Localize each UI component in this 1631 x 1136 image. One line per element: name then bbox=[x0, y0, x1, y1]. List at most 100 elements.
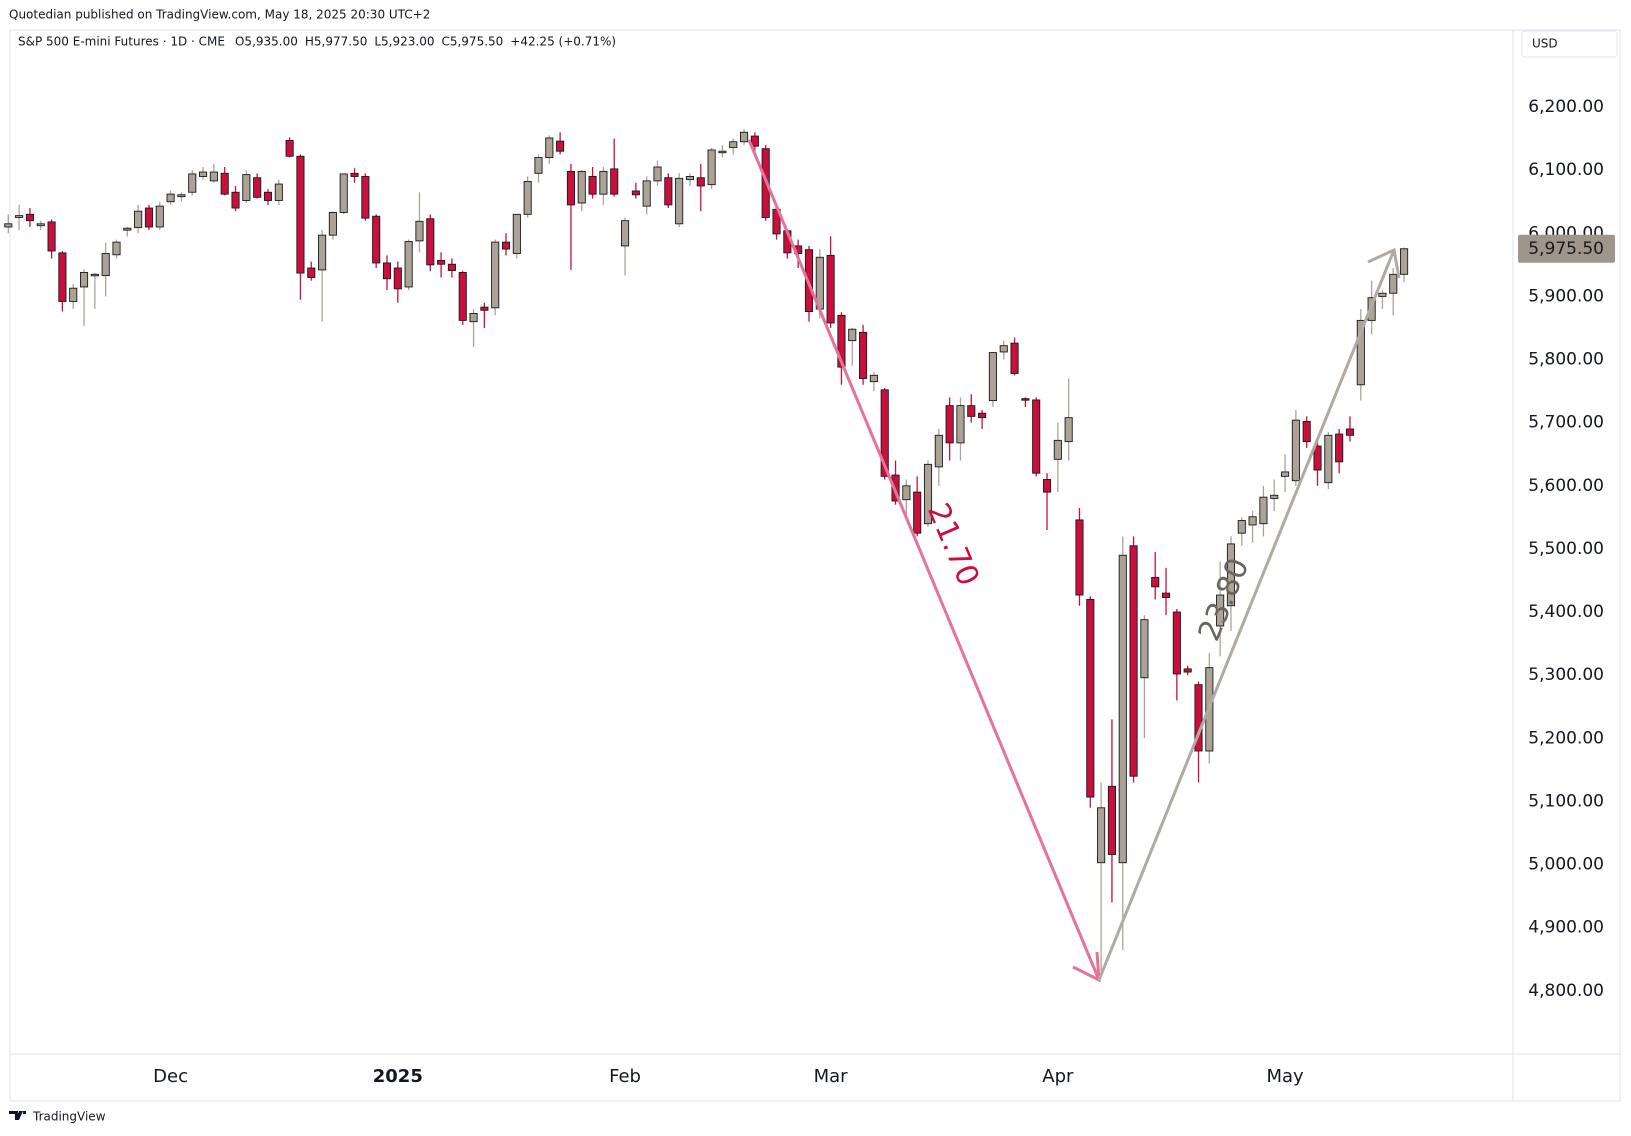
y-tick-label: 5,300.00 bbox=[1528, 665, 1604, 685]
candle-body bbox=[1324, 434, 1333, 484]
candle-body bbox=[1302, 420, 1311, 443]
ohlc-value: C5,975.50 bbox=[441, 35, 503, 49]
candle-body bbox=[902, 485, 911, 501]
candle-body bbox=[620, 220, 630, 247]
candle-body bbox=[209, 171, 218, 182]
candle-body bbox=[274, 183, 283, 201]
candle-body bbox=[1021, 398, 1030, 401]
candle-body bbox=[545, 137, 554, 158]
publish-info: Quotedian published on TradingView.com, … bbox=[9, 8, 430, 22]
candle-body bbox=[826, 254, 835, 324]
candle-body bbox=[750, 135, 759, 147]
symbol-title: S&P 500 E-mini Futures · 1D · CME bbox=[18, 35, 225, 49]
candle-body bbox=[1281, 471, 1290, 477]
candle-body bbox=[404, 241, 413, 288]
ohlc-value: O5,935.00 bbox=[235, 35, 298, 49]
candle-body bbox=[1097, 807, 1106, 864]
candle-body bbox=[361, 176, 370, 219]
candle-body bbox=[577, 170, 586, 204]
candle-body bbox=[1400, 248, 1409, 275]
candle-body bbox=[653, 166, 662, 182]
candle-body bbox=[155, 205, 164, 228]
candle-body bbox=[307, 267, 316, 278]
candle-body bbox=[437, 259, 446, 265]
price-axis: 4,800.00 4,900.00 5,000.00 5,100.00 5,200.00… bbox=[1518, 97, 1615, 1001]
y-tick-label: 4,800.00 bbox=[1528, 981, 1604, 1001]
candle-body bbox=[296, 155, 305, 274]
candle-body bbox=[393, 267, 402, 290]
candle-body bbox=[566, 170, 575, 206]
candle-body bbox=[988, 352, 997, 402]
candle-body bbox=[1107, 785, 1116, 855]
candle-body bbox=[220, 172, 229, 195]
logo-icon bbox=[9, 1111, 26, 1120]
y-tick-label: 6,200.00 bbox=[1528, 97, 1604, 117]
candle-body bbox=[501, 241, 511, 250]
candle-body bbox=[923, 463, 933, 525]
candle-body bbox=[934, 434, 943, 468]
arrow-head bbox=[1367, 247, 1401, 279]
candle-body bbox=[199, 171, 208, 177]
candle-body bbox=[188, 173, 197, 193]
candle-body bbox=[1118, 554, 1127, 864]
candle-body bbox=[610, 168, 619, 195]
candle-body bbox=[112, 241, 121, 256]
y-tick-label: 4,900.00 bbox=[1528, 918, 1604, 938]
candle-body bbox=[631, 190, 640, 196]
x-tick-label: 2025 bbox=[373, 1066, 423, 1087]
candle-body bbox=[967, 405, 976, 417]
candle-body bbox=[144, 207, 154, 228]
chart-frame bbox=[9, 29, 1621, 1102]
candle-body bbox=[707, 149, 716, 186]
time-axis: Dec 2025 Feb Mar Apr May bbox=[153, 1066, 1304, 1087]
candle-body bbox=[350, 172, 359, 177]
up-trend-arrow bbox=[1097, 249, 1396, 981]
candle-body bbox=[231, 191, 240, 209]
footer-logo: TradingView bbox=[9, 1110, 106, 1124]
y-tick-label: 6,100.00 bbox=[1528, 160, 1604, 180]
candle-body bbox=[1335, 433, 1344, 463]
ohlc-value: H5,977.50 bbox=[305, 35, 367, 49]
candle-body bbox=[123, 227, 132, 231]
candle-body bbox=[718, 150, 727, 154]
candle-body bbox=[382, 262, 392, 280]
candle-body bbox=[101, 253, 110, 277]
y-tick-label: 5,200.00 bbox=[1528, 728, 1604, 748]
candle-body bbox=[90, 273, 99, 277]
candle-body bbox=[1032, 399, 1041, 474]
candle-body bbox=[58, 252, 67, 302]
x-tick-label: Apr bbox=[1042, 1066, 1074, 1087]
down-trend-arrow bbox=[747, 139, 1101, 981]
candle-body bbox=[1183, 668, 1192, 673]
ohlc-value: L5,923.00 bbox=[374, 35, 434, 49]
candle-body bbox=[685, 176, 695, 181]
candle-body bbox=[1248, 516, 1257, 526]
candle-body bbox=[458, 271, 467, 321]
candle-body bbox=[1172, 611, 1181, 675]
y-tick-label: 5,400.00 bbox=[1528, 602, 1604, 622]
last-price-label: 5,975.50 bbox=[1528, 239, 1604, 259]
candle-body bbox=[318, 234, 327, 271]
candle-body bbox=[36, 223, 45, 227]
candle-body bbox=[869, 374, 878, 383]
x-tick-label: Feb bbox=[609, 1066, 641, 1087]
candle-body bbox=[480, 306, 489, 311]
candle-body bbox=[978, 412, 987, 419]
candle-body bbox=[599, 170, 608, 195]
candle-body bbox=[534, 157, 543, 174]
candle-body bbox=[426, 218, 435, 266]
candle-body bbox=[1259, 496, 1268, 525]
y-tick-label: 5,700.00 bbox=[1528, 413, 1604, 433]
candle-body bbox=[729, 141, 738, 148]
candle-body bbox=[1161, 592, 1171, 599]
y-tick-label: 5,100.00 bbox=[1528, 791, 1604, 811]
currency-button[interactable] bbox=[1521, 30, 1618, 58]
ohlc-legend: O5,935.00 H5,977.50 L5,923.00 C5,975.50 +42.… bbox=[235, 35, 616, 49]
candle-body bbox=[1226, 543, 1236, 607]
y-tick-label: 5,600.00 bbox=[1528, 476, 1604, 496]
candle-body bbox=[1064, 417, 1073, 443]
candle-body bbox=[263, 191, 273, 201]
candle-body bbox=[372, 215, 381, 264]
